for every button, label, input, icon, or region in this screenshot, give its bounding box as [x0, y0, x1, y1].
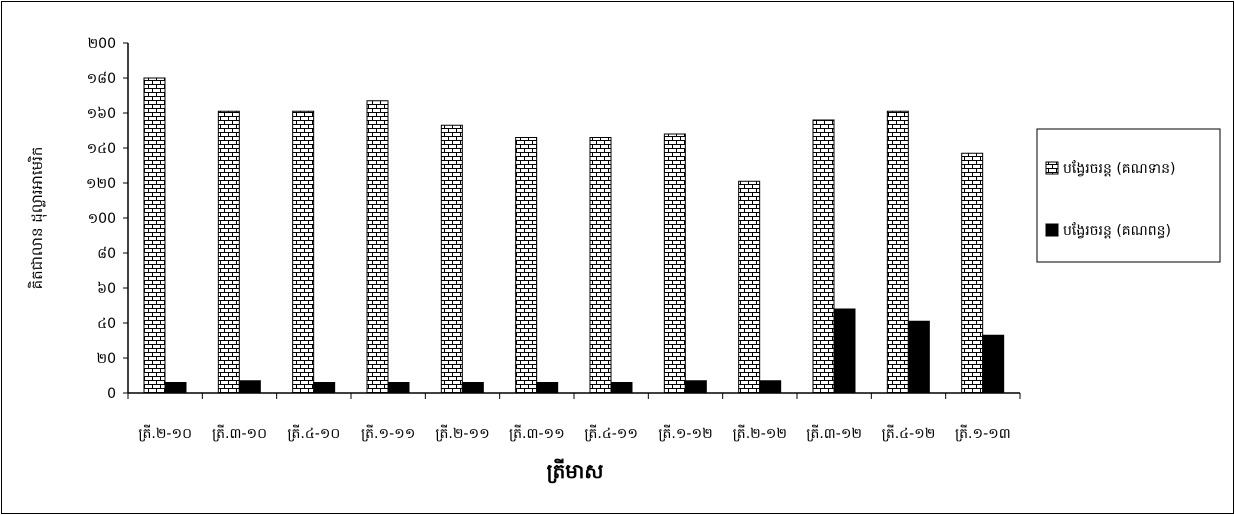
legend-label-series-2: បង្វែរចរន្ត (គណពន្ធ): [1063, 222, 1171, 239]
legend-box: [1036, 128, 1221, 263]
x-tick-label: ត្រី.២-១២: [733, 424, 787, 442]
bar-series-2: [536, 382, 559, 394]
x-tick-label: ត្រី.៣-១២: [806, 424, 862, 442]
legend-label-series-1: បង្វែរចរន្ត (គណទាន): [1063, 160, 1175, 177]
bar-series-1: [366, 100, 389, 394]
bar-series-1: [292, 110, 315, 394]
bar-series-1: [515, 137, 538, 394]
y-tick-label: ១00: [88, 211, 116, 227]
y-tick-label: ១២0: [86, 176, 116, 192]
bar-series-2: [833, 308, 856, 394]
bar-series-1: [738, 180, 761, 394]
x-tick-label: ត្រី.២-១១: [435, 424, 489, 442]
bar-series-2: [461, 382, 484, 394]
y-tick-label: ១៦0: [87, 106, 116, 122]
bar-series-1: [663, 133, 686, 394]
x-tick-label: ត្រី.៣-១០: [212, 424, 267, 442]
bar-series-2: [759, 380, 782, 394]
y-tick-label: 0: [107, 386, 116, 402]
bar-series-2: [387, 382, 410, 394]
bar-series-2: [313, 382, 336, 394]
x-tick-label: ត្រី.១-១២: [658, 424, 712, 442]
y-tick-label: ១៤0: [87, 141, 116, 157]
bar-series-1: [589, 137, 612, 394]
x-axis-title: ត្រីមាស: [547, 458, 604, 484]
bar-series-2: [907, 320, 930, 394]
y-tick-label: ៤0: [97, 316, 116, 332]
x-tick-label: ត្រី.១-១៣: [955, 424, 1011, 442]
x-tick-label: ត្រី.១-១១: [361, 424, 415, 442]
bar-series-1: [961, 152, 984, 394]
y-tick-label: ១៨0: [87, 71, 116, 87]
bar-series-2: [982, 334, 1005, 394]
bar-series-1: [143, 77, 166, 394]
legend: បង្វែរចរន្ត (គណទាន) បង្វែរចរន្ត (គណពន្ធ): [1036, 128, 1221, 263]
bar-series-2: [164, 382, 187, 394]
y-axis-title: គិតជាលាន ដុល្លារអាមេរិក: [27, 147, 47, 290]
x-tick-label: ត្រី.៤-១២: [882, 424, 936, 442]
bar-series-1: [886, 110, 909, 394]
y-tick-label: ៦0: [97, 281, 116, 297]
x-tick-label: ត្រី.៤-១០: [287, 424, 340, 442]
x-tick-label: ត្រី.២-១០: [138, 424, 192, 442]
bar-series-2: [684, 380, 707, 394]
bar-series-1: [217, 110, 240, 394]
y-tick-label: ៨0: [97, 246, 116, 262]
y-tick-label: ២0: [96, 351, 116, 367]
legend-swatch-series-2: [1045, 223, 1059, 237]
x-tick-label: ត្រី.៤-១១: [584, 424, 638, 442]
bar-series-1: [812, 119, 835, 394]
x-tick-label: ត្រី.៣-១១: [509, 424, 565, 442]
bar-series-2: [610, 382, 633, 394]
bar-series-2: [238, 380, 261, 394]
y-tick-label: ២00: [88, 36, 116, 52]
bar-series-1: [440, 124, 463, 394]
legend-swatch-series-1: [1045, 161, 1059, 175]
